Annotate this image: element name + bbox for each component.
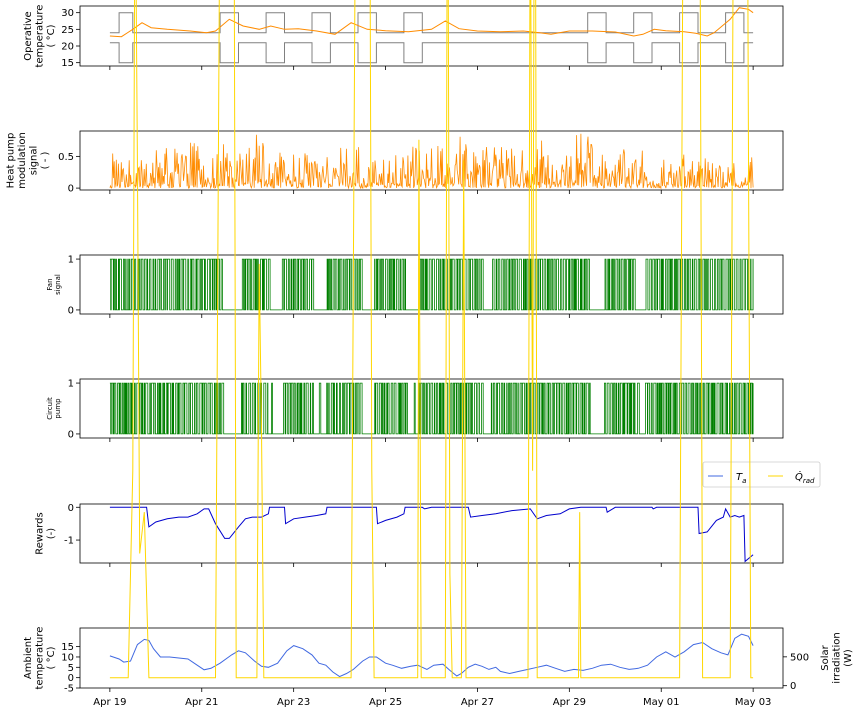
y-tick-label: 1	[68, 379, 74, 390]
y-tick-label: 30	[61, 8, 74, 19]
y-axis-label: ( °C)	[46, 646, 57, 669]
y-axis-label: Heat pump	[6, 133, 17, 189]
y2-axis-label: (W)	[843, 649, 854, 667]
x-tick-label: Apr 29	[553, 697, 586, 708]
subplot-5: -1 0 Rewards (-) Ta Q̇rad	[35, 461, 821, 567]
axes-frame	[79, 627, 784, 689]
y-axis-label: modulation	[17, 132, 28, 189]
series-line-1	[109, 506, 754, 563]
x-tick-label: Apr 25	[369, 697, 402, 708]
y-axis-label: temperature	[35, 627, 46, 690]
axes-frame	[79, 5, 784, 67]
x-tick-label: Apr 27	[461, 697, 494, 708]
y-tick-label: 0	[68, 184, 74, 195]
series-line-1	[109, 133, 754, 190]
y2-tick-label: 500	[790, 652, 809, 663]
y-tick-label: 0	[68, 673, 74, 684]
series-line-3	[109, 7, 754, 38]
x-tick-label: May 03	[735, 697, 772, 708]
series-line-1	[109, 258, 754, 311]
y-tick-label: 1	[68, 255, 74, 266]
y-axis-label: signal	[54, 274, 62, 295]
y-tick-label: 15	[61, 58, 74, 69]
y-tick-label: 0	[68, 503, 74, 514]
y2-axis-label: irradiation	[832, 632, 843, 683]
series-line-2	[109, 0, 754, 679]
x-tick-label: Apr 21	[185, 697, 218, 708]
legend-box	[702, 461, 821, 488]
y-tick-label: 0	[68, 429, 74, 440]
axes-frame	[79, 130, 784, 191]
y-tick-label: 20	[61, 42, 74, 53]
y-axis-label: pump	[54, 398, 62, 419]
subplot-4: 0 1 Circuit pump	[46, 378, 784, 442]
x-tick-label: Apr 23	[277, 697, 310, 708]
y-tick-label: 0	[68, 305, 74, 316]
y-axis-label: Operative	[23, 11, 34, 60]
y-axis-label: (-)	[46, 528, 57, 540]
y-tick-label: 10	[61, 652, 74, 663]
y-axis-label: ( °C)	[46, 24, 57, 47]
series-line-1	[109, 382, 754, 435]
y-tick-label: -1	[64, 536, 74, 547]
y2-axis-label: Solar	[820, 644, 831, 670]
y-tick-label: 0.5	[58, 152, 74, 163]
y-axis-label: Rewards	[35, 512, 46, 554]
series-line-1	[109, 633, 754, 678]
y-tick-label: 25	[61, 25, 74, 36]
y-axis-label: signal	[29, 146, 40, 176]
legend-label: Ta	[736, 472, 746, 485]
axes-frame	[79, 378, 784, 439]
y-axis-label: Fan	[46, 278, 54, 290]
subplot-2: 0 0.5 Heat pump modulation signal( - )	[6, 130, 784, 195]
y-tick-label: 15	[61, 642, 74, 653]
x-tick-label: Apr 19	[93, 697, 126, 708]
y-tick-label: 5	[68, 663, 74, 674]
y-tick-label: -5	[64, 684, 74, 695]
x-tick-label: May 01	[643, 697, 680, 708]
y-axis-label: Ambient	[23, 637, 34, 679]
y-axis-label: Circuit	[46, 397, 54, 420]
legend: Ta Q̇rad	[702, 461, 821, 488]
y-axis-label: ( - )	[40, 152, 51, 170]
y-axis-label: temperature	[35, 5, 46, 68]
axes-frame	[79, 503, 784, 564]
y2-tick-label: 0	[790, 681, 796, 692]
axes-frame	[79, 254, 784, 315]
series-line-2	[109, 42, 754, 64]
subplot-3: 0 1 Fan signal	[46, 254, 784, 318]
